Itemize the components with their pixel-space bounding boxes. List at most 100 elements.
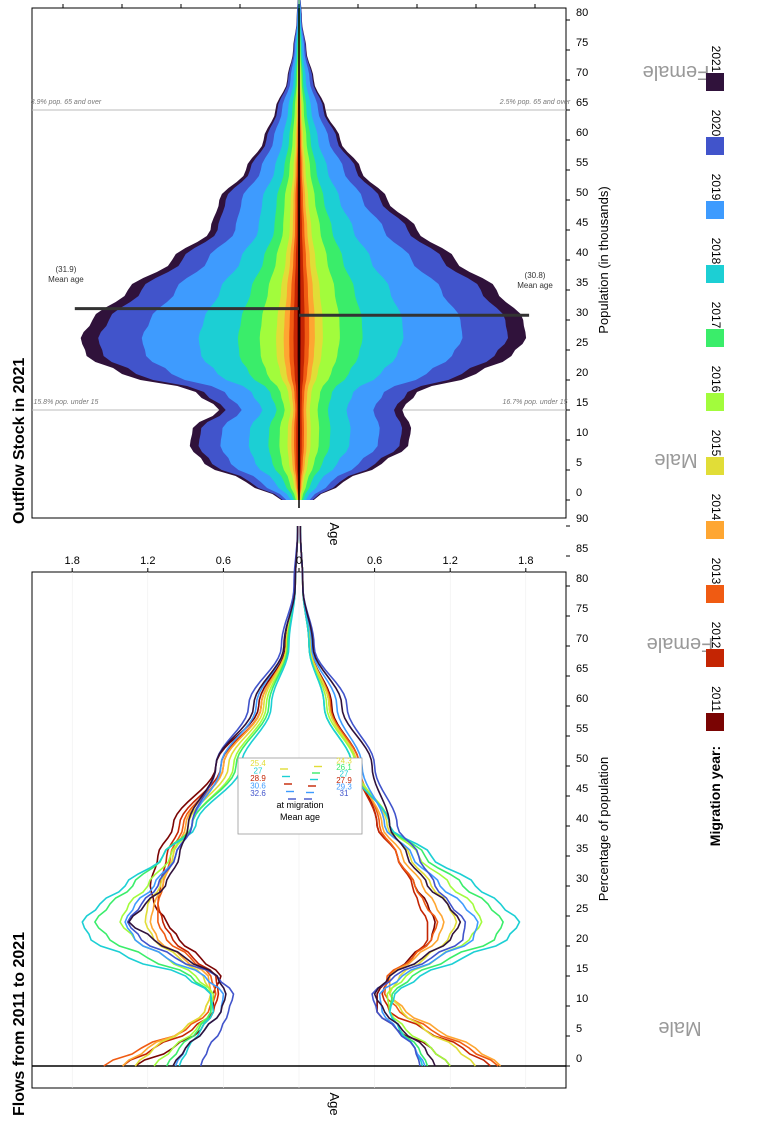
age-tick-label: 80 <box>576 7 588 19</box>
inset-male-value: 24.3 <box>336 757 352 766</box>
stock-value-ticks: 20 40 60 80 0 20 40 60 80 <box>57 0 541 8</box>
flows-lines <box>81 525 521 1067</box>
value-tick-label: 60 <box>116 0 128 3</box>
age-tick-label: 0 <box>576 1053 582 1065</box>
age-tick-label: 5 <box>576 1023 582 1035</box>
legend-swatch-2014 <box>706 521 724 539</box>
stock-male-label: Male <box>654 449 697 471</box>
age-tick-label: 45 <box>576 783 588 795</box>
legend-swatch-2021 <box>706 73 724 91</box>
flows-age-ticks: 0 5 10 15 20 25 30 35 40 45 50 55 60 65 70 75 80 85 90 <box>566 513 588 1067</box>
flows-value-ticks: 0.6 1.2 1.8 0 0.6 1.2 1.8 <box>65 555 533 572</box>
inset-female-value: 27 <box>254 767 263 776</box>
age-tick-label: 50 <box>576 753 588 765</box>
age-tick-label: 90 <box>576 513 588 525</box>
legend-swatch-2012 <box>706 649 724 667</box>
legend-title: Migration year: <box>707 746 723 846</box>
flows-age-axis-label: Age <box>327 1092 342 1115</box>
male-mean-age-label: (30.8) <box>525 271 546 280</box>
age-tick-label: 20 <box>576 933 588 945</box>
inset-female-value: 32.6 <box>250 789 266 798</box>
legend-label-2021: 2021 <box>709 46 723 73</box>
line-female-2021 <box>127 526 299 1067</box>
value-tick-label: 0 <box>296 555 302 567</box>
stock-female-label: Female <box>643 61 710 83</box>
male-mean-age-label: Mean age <box>517 281 553 290</box>
line-male-2021 <box>299 526 462 1067</box>
female-under15-label: 15.8% pop. under 15 <box>33 399 98 406</box>
value-tick-label: 0.6 <box>367 555 382 567</box>
female-mean-age-label: (31.9) <box>55 265 76 274</box>
legend-label-2013: 2013 <box>709 558 723 585</box>
legend-swatch-2015 <box>706 457 724 475</box>
age-tick-label: 40 <box>576 247 588 259</box>
line-female-2018 <box>81 526 299 1067</box>
legend-label-2019: 2019 <box>709 174 723 201</box>
legend-label-2015: 2015 <box>709 430 723 457</box>
age-tick-label: 55 <box>576 157 588 169</box>
stock-marks: Mean age(30.8)Mean age(31.9)2.5% pop. 65… <box>31 8 571 508</box>
age-tick-label: 75 <box>576 603 588 615</box>
value-tick-label: 80 <box>57 0 69 3</box>
legend-swatch-2019 <box>706 201 724 219</box>
age-tick-label: 30 <box>576 873 588 885</box>
legend-label-2020: 2020 <box>709 110 723 137</box>
value-tick-label: 40 <box>175 0 187 3</box>
age-tick-label: 70 <box>576 633 588 645</box>
value-tick-label: 20 <box>234 0 246 3</box>
legend-label-2011: 2011 <box>709 686 723 712</box>
age-tick-label: 75 <box>576 37 588 49</box>
female-over65-label: 3.9% pop. 65 and over <box>31 99 102 106</box>
value-tick-label: 1.8 <box>518 555 533 567</box>
stock-value-axis-label: Population (in thousands) <box>596 186 611 333</box>
age-tick-label: 65 <box>576 663 588 675</box>
value-tick-label: 1.2 <box>443 555 458 567</box>
age-tick-label: 25 <box>576 903 588 915</box>
age-tick-label: 25 <box>576 337 588 349</box>
flows-male-label: Male <box>658 1017 701 1039</box>
legend: Migration year: 2011 2012 2013 2014 2015 2016… <box>706 46 724 846</box>
age-tick-label: 30 <box>576 307 588 319</box>
inset-male-value: 31 <box>340 789 349 798</box>
legend-label-2014: 2014 <box>709 494 723 521</box>
flows-title: Flows from 2011 to 2021 <box>11 932 28 1116</box>
age-tick-label: 85 <box>576 543 588 555</box>
value-tick-label: 80 <box>529 0 541 3</box>
flows-panel: Flows from 2011 to 2021 0 5 10 15 20 25 30 35 40… <box>11 513 713 1116</box>
age-tick-label: 35 <box>576 843 588 855</box>
age-tick-label: 50 <box>576 187 588 199</box>
legend-swatch-2011 <box>706 713 724 731</box>
age-tick-label: 40 <box>576 813 588 825</box>
legend-swatch-2018 <box>706 265 724 283</box>
line-male-2018 <box>299 526 521 1067</box>
age-tick-label: 35 <box>576 277 588 289</box>
legend-label-2012: 2012 <box>709 622 723 649</box>
value-tick-label: 20 <box>352 0 364 3</box>
age-tick-label: 70 <box>576 67 588 79</box>
legend-items: 2011 2012 2013 2014 2015 2016 2017 2018 2019 2020… <box>706 46 724 731</box>
male-over65-label: 2.5% pop. 65 and over <box>499 99 571 106</box>
legend-label-2017: 2017 <box>709 302 723 329</box>
stock-panel: Outflow Stock in 2021 Mean age(30.8)Mean… <box>11 0 709 546</box>
inset-box <box>237 757 363 835</box>
legend-swatch-2016 <box>706 393 724 411</box>
male-under15-label: 16.7% pop. under 15 <box>503 399 568 406</box>
inset-male-value: 27.9 <box>336 776 352 785</box>
stock-title: Outflow Stock in 2021 <box>11 358 28 524</box>
inset-male-value: 27 <box>340 770 349 779</box>
age-tick-label: 20 <box>576 367 588 379</box>
age-tick-label: 15 <box>576 397 588 409</box>
inset-male-value: 29.3 <box>336 783 352 792</box>
flows-value-axis-label: Percentage of population <box>596 757 611 902</box>
inset-male-value: 26.1 <box>336 763 352 772</box>
age-tick-label: 55 <box>576 723 588 735</box>
inset-female-value: 30.6 <box>250 782 266 791</box>
age-tick-label: 15 <box>576 963 588 975</box>
stock-age-axis-label: Age <box>327 522 342 545</box>
age-tick-label: 65 <box>576 97 588 109</box>
value-tick-label: 1.2 <box>140 555 155 567</box>
